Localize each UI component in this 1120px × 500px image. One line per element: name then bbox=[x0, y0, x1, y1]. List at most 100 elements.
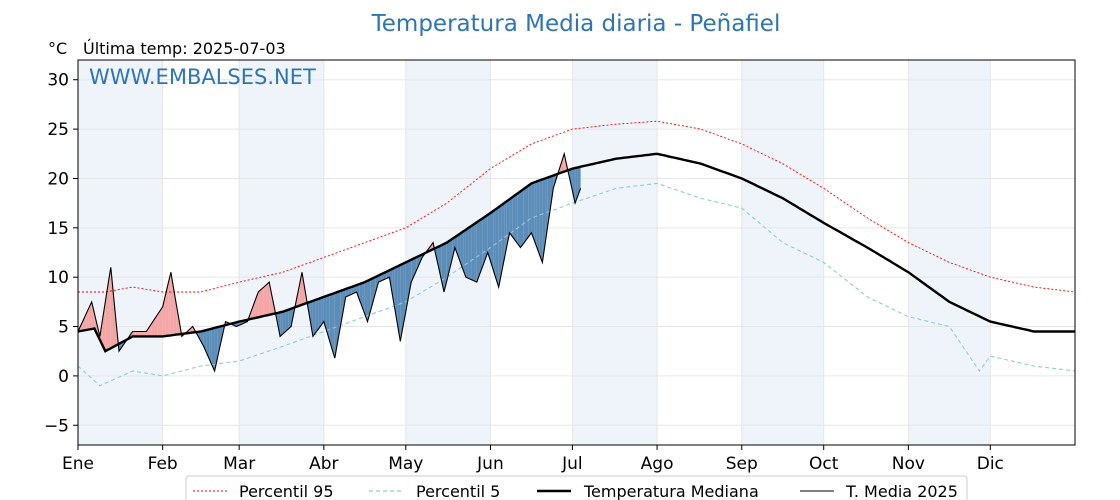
below-median-fill bbox=[498, 205, 502, 288]
above-median-fill bbox=[176, 304, 180, 335]
below-median-fill bbox=[351, 286, 354, 295]
above-median-fill bbox=[132, 331, 136, 337]
last-temp-label: Última temp: 2025-07-03 bbox=[83, 39, 286, 58]
series-median-line bbox=[77, 152, 1075, 353]
legend-label-median: Temperatura Mediana bbox=[583, 482, 759, 500]
below-median-fill bbox=[528, 183, 532, 237]
x-tick-label: Ago bbox=[641, 454, 674, 474]
above-median-fill bbox=[105, 284, 109, 352]
below-median-fill bbox=[476, 220, 480, 283]
below-median-fill bbox=[452, 237, 455, 259]
above-median-fill bbox=[266, 282, 270, 316]
below-median-fill bbox=[348, 287, 352, 296]
below-median-fill bbox=[408, 259, 412, 297]
below-median-fill bbox=[334, 291, 338, 359]
above-median-fill bbox=[108, 267, 111, 350]
above-median-fill bbox=[189, 326, 193, 333]
below-median-fill bbox=[534, 181, 537, 248]
below-median-fill bbox=[490, 211, 494, 270]
watermark: WWW.EMBALSES.NET bbox=[89, 65, 316, 89]
series-current-line bbox=[77, 151, 582, 373]
x-axis: Ene Feb Mar Abr May Jun Jul Ago Sep Oct Nov Dic bbox=[62, 445, 1004, 474]
below-median-fill bbox=[484, 214, 488, 260]
y-tick-label: 5 bbox=[58, 318, 69, 338]
above-median-fill bbox=[135, 331, 139, 337]
x-tick-label: Mar bbox=[223, 454, 255, 474]
y-tick-label: −5 bbox=[44, 416, 69, 436]
below-median-fill bbox=[572, 167, 576, 204]
above-median-fill bbox=[168, 272, 171, 336]
below-median-fill bbox=[501, 203, 505, 274]
below-median-fill bbox=[400, 263, 404, 342]
below-median-fill bbox=[577, 166, 581, 196]
below-median-fill bbox=[329, 293, 333, 349]
y-tick-label: 25 bbox=[47, 120, 69, 140]
y-axis: 30 25 20 15 10 5 0 −5 bbox=[44, 71, 78, 436]
below-median-fill bbox=[318, 297, 322, 330]
legend-label-current: T. Media 2025 bbox=[845, 482, 958, 500]
below-median-fill bbox=[468, 225, 472, 280]
below-median-fill bbox=[217, 326, 221, 359]
below-median-fill bbox=[479, 218, 483, 275]
above-median-fill bbox=[261, 287, 264, 317]
x-tick-label: Abr bbox=[309, 454, 338, 474]
below-median-fill bbox=[457, 233, 461, 263]
below-median-fill bbox=[315, 298, 319, 333]
below-median-fill bbox=[209, 328, 212, 365]
below-median-fill bbox=[321, 296, 324, 326]
unit-label: °C bbox=[48, 39, 67, 58]
below-median-fill bbox=[523, 187, 526, 244]
below-median-fill bbox=[323, 295, 327, 331]
above-median-fill bbox=[151, 319, 155, 337]
x-tick-label: Jun bbox=[476, 454, 504, 474]
x-tick-label: Oct bbox=[809, 454, 839, 474]
above-median-fill bbox=[301, 272, 305, 305]
above-median-fill bbox=[91, 301, 95, 330]
legend-label-p95: Percentil 95 bbox=[239, 482, 334, 500]
x-tick-label: May bbox=[388, 454, 423, 474]
series-p95-line bbox=[78, 120, 1076, 293]
y-tick-label: 20 bbox=[47, 169, 69, 189]
above-median-fill bbox=[170, 272, 174, 336]
above-median-fill bbox=[143, 331, 147, 337]
below-median-fill bbox=[542, 178, 546, 263]
legend: Percentil 95 Percentil 5 Temperatura Med… bbox=[185, 475, 968, 500]
above-median-fill bbox=[80, 319, 84, 331]
below-median-fill bbox=[460, 231, 464, 270]
below-median-fill bbox=[397, 265, 401, 342]
below-median-fill bbox=[482, 216, 485, 268]
above-median-fill bbox=[88, 301, 92, 330]
month-band bbox=[908, 60, 991, 445]
below-median-fill bbox=[403, 262, 406, 327]
below-median-fill bbox=[392, 267, 395, 310]
below-median-fill bbox=[326, 294, 330, 340]
above-median-fill bbox=[146, 327, 150, 337]
below-median-fill bbox=[345, 288, 349, 297]
below-median-fill bbox=[332, 292, 335, 359]
below-median-fill bbox=[282, 310, 286, 334]
above-median-fill bbox=[561, 153, 565, 173]
below-median-fill bbox=[454, 235, 458, 255]
below-median-fill bbox=[465, 227, 469, 279]
legend-box bbox=[185, 475, 968, 500]
above-median-fill bbox=[173, 288, 177, 335]
above-median-fill bbox=[154, 315, 158, 337]
y-tick-label: 0 bbox=[58, 367, 69, 387]
below-median-fill bbox=[340, 290, 343, 328]
below-median-fill bbox=[539, 179, 543, 263]
below-median-fill bbox=[509, 197, 513, 237]
above-median-fill bbox=[165, 283, 169, 337]
x-tick-label: Sep bbox=[726, 454, 758, 474]
below-median-fill bbox=[474, 222, 477, 283]
below-median-fill bbox=[504, 201, 507, 260]
below-median-fill bbox=[493, 209, 496, 279]
above-median-fill bbox=[83, 313, 87, 331]
below-median-fill bbox=[438, 245, 442, 280]
below-median-fill bbox=[198, 331, 201, 342]
x-tick-label: Feb bbox=[148, 454, 178, 474]
below-median-fill bbox=[575, 167, 578, 204]
plot-area bbox=[77, 60, 1076, 445]
below-median-fill bbox=[362, 282, 365, 315]
y-tick-label: 10 bbox=[47, 268, 69, 288]
